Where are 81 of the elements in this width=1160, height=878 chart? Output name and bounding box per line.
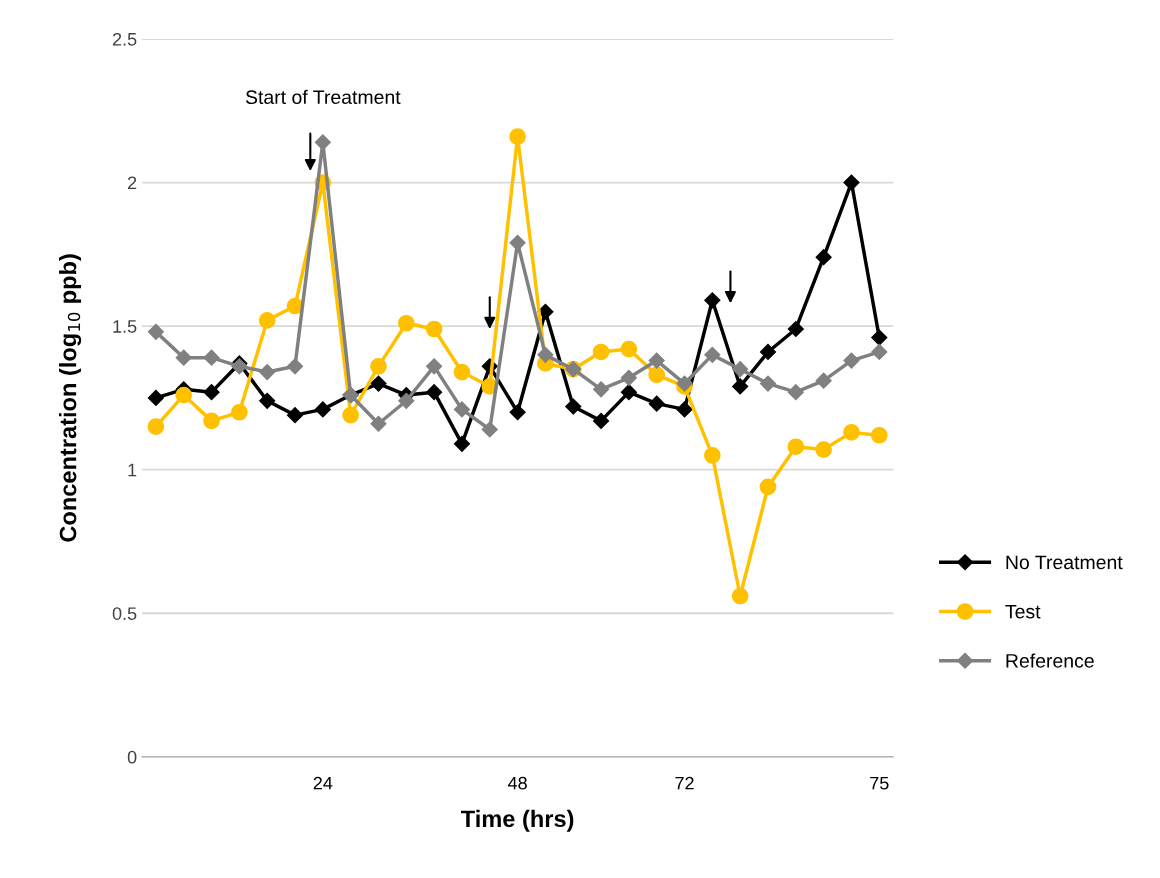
point bbox=[147, 418, 165, 435]
point bbox=[203, 412, 220, 430]
legend-label: Test bbox=[1005, 604, 1041, 619]
point bbox=[397, 314, 415, 332]
point bbox=[398, 392, 415, 409]
point bbox=[648, 352, 665, 369]
point bbox=[259, 364, 276, 381]
y-tick-label: 2.5 bbox=[112, 32, 137, 46]
point bbox=[759, 343, 777, 361]
point bbox=[370, 357, 387, 375]
point bbox=[787, 438, 805, 456]
y-tick-label: 1.5 bbox=[113, 320, 137, 333]
point bbox=[370, 375, 387, 392]
point bbox=[370, 415, 387, 432]
point bbox=[648, 395, 665, 412]
x-tick-label: 75 bbox=[870, 776, 889, 790]
x-tick-label: 72 bbox=[675, 776, 694, 790]
point bbox=[286, 358, 304, 375]
x-tick-label: 48 bbox=[507, 776, 527, 790]
annotation: Start of Treatment bbox=[245, 89, 401, 105]
point bbox=[453, 401, 471, 418]
point bbox=[453, 435, 471, 452]
point bbox=[620, 384, 637, 401]
point bbox=[231, 403, 248, 421]
point bbox=[453, 363, 471, 381]
point bbox=[537, 346, 554, 363]
point bbox=[759, 478, 777, 496]
point bbox=[481, 421, 498, 438]
point bbox=[648, 366, 666, 384]
x-tick-label: 24 bbox=[313, 776, 333, 790]
point bbox=[342, 406, 359, 424]
point bbox=[425, 320, 443, 338]
y-tick-label: 0 bbox=[127, 750, 137, 764]
point bbox=[871, 329, 888, 346]
point bbox=[704, 346, 721, 363]
point bbox=[871, 343, 888, 361]
point bbox=[843, 352, 860, 369]
point bbox=[509, 234, 526, 251]
point bbox=[509, 128, 526, 145]
point bbox=[759, 375, 777, 392]
y-tick-label: 1 bbox=[128, 463, 137, 477]
point bbox=[426, 384, 443, 401]
y-tick-label: 0.5 bbox=[112, 607, 137, 620]
point bbox=[815, 441, 832, 458]
point bbox=[620, 369, 637, 386]
point bbox=[731, 587, 749, 605]
point bbox=[509, 404, 526, 421]
y-axis-title: Concentration (log$_{10}$ ppb) bbox=[59, 254, 82, 542]
point bbox=[843, 174, 860, 191]
point bbox=[620, 340, 638, 358]
point bbox=[704, 447, 721, 464]
point bbox=[314, 134, 331, 151]
point bbox=[815, 372, 832, 389]
point bbox=[147, 389, 164, 406]
point bbox=[175, 349, 192, 366]
point bbox=[565, 398, 582, 415]
point bbox=[175, 386, 193, 404]
point bbox=[203, 384, 220, 401]
point bbox=[259, 392, 276, 409]
point bbox=[147, 323, 164, 340]
y-tick-label: 2 bbox=[127, 176, 137, 190]
point bbox=[732, 378, 749, 395]
legend-label: Reference bbox=[1006, 653, 1094, 668]
point bbox=[593, 412, 610, 429]
point bbox=[676, 401, 693, 418]
point bbox=[704, 292, 721, 309]
legend-label: No Treatment bbox=[1006, 555, 1123, 570]
point bbox=[314, 401, 331, 418]
point bbox=[787, 384, 804, 401]
x-axis-title: Time (hrs) bbox=[461, 809, 574, 832]
point bbox=[732, 361, 749, 378]
point bbox=[787, 320, 804, 338]
point bbox=[203, 349, 220, 366]
point bbox=[593, 381, 610, 398]
point bbox=[870, 426, 888, 444]
point bbox=[843, 424, 860, 441]
point bbox=[592, 343, 610, 361]
point bbox=[815, 249, 832, 266]
point bbox=[426, 358, 443, 375]
point bbox=[258, 312, 276, 329]
point bbox=[286, 407, 304, 424]
